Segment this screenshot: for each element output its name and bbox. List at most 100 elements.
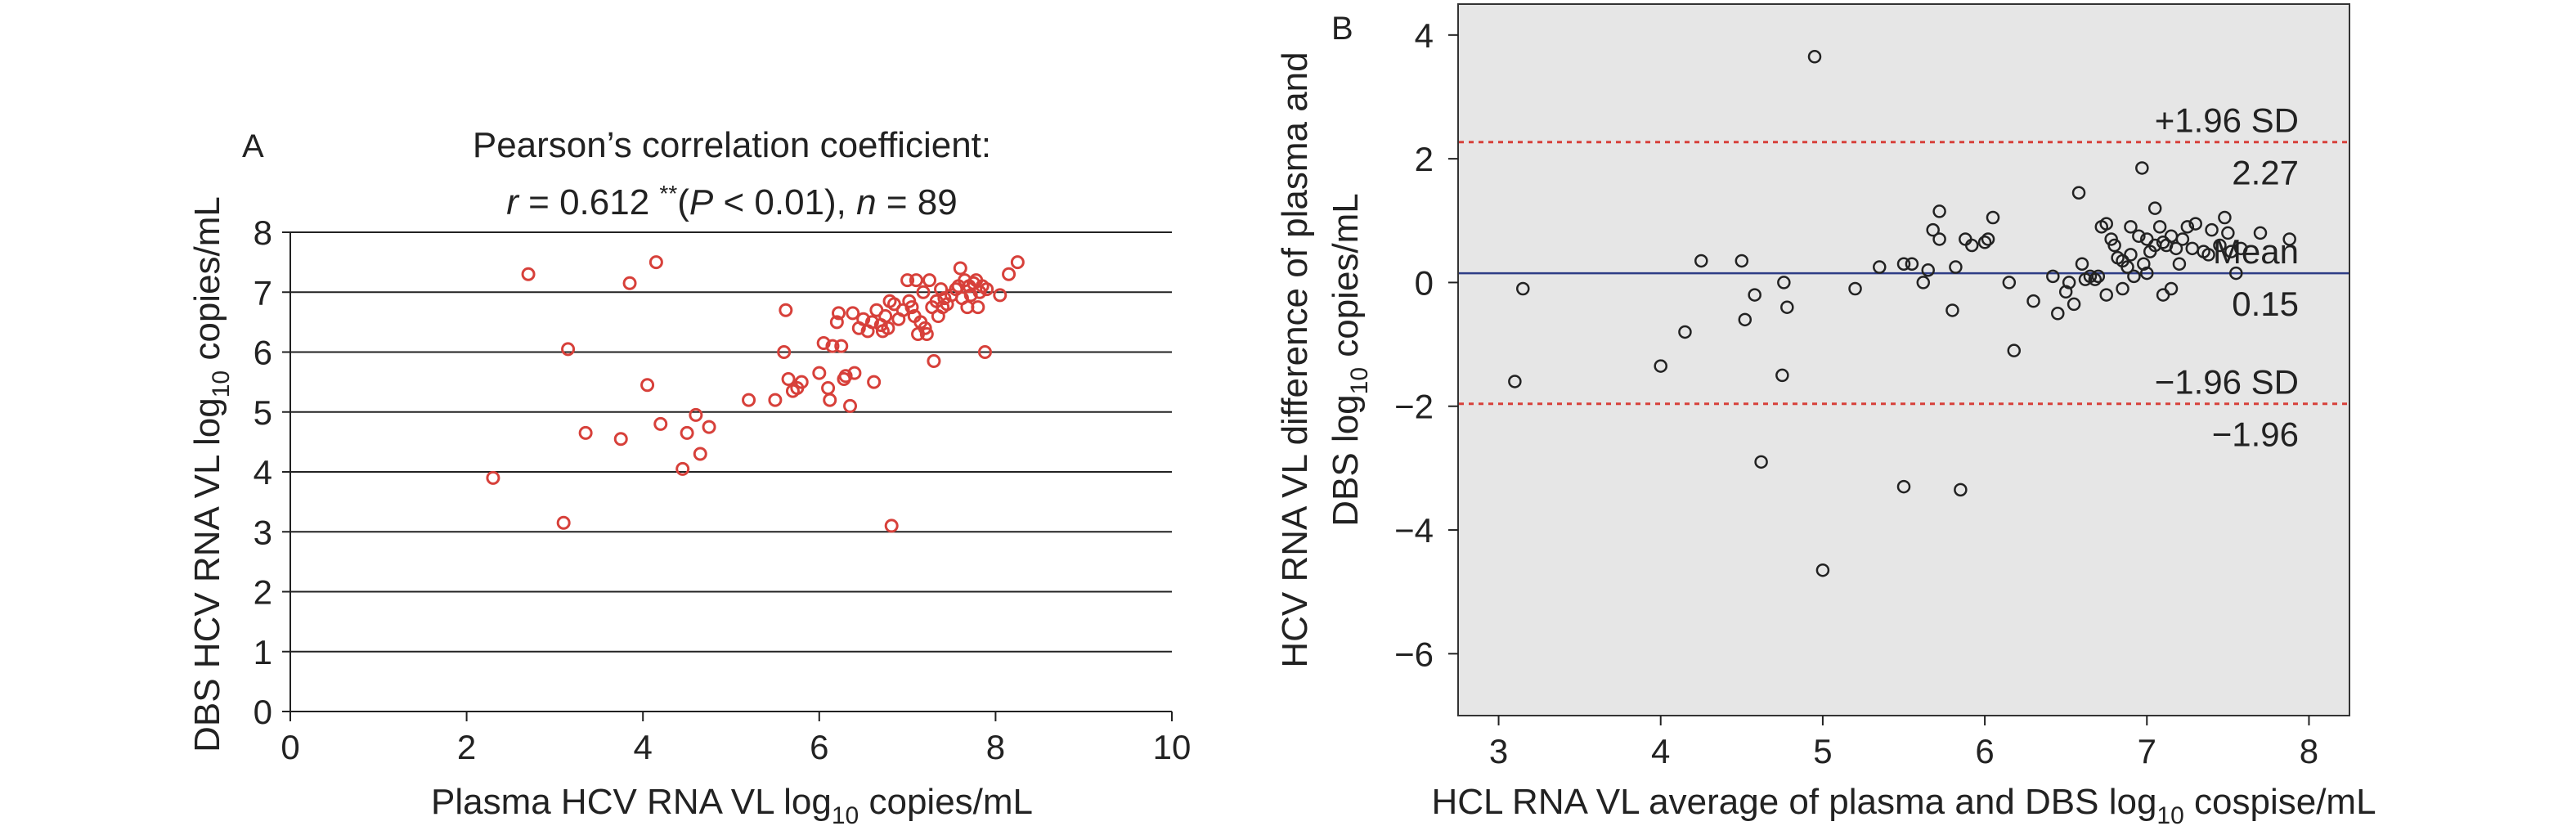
scatter-point bbox=[640, 378, 655, 393]
scatter-point bbox=[1981, 232, 1995, 246]
n-value: = 89 bbox=[877, 182, 958, 222]
scatter-point bbox=[980, 282, 994, 297]
scatter-point bbox=[561, 342, 576, 357]
y-label-tail: copies/mL bbox=[187, 196, 227, 370]
mean-line-value: 0.15 bbox=[2232, 285, 2299, 323]
scatter-point bbox=[1916, 276, 1931, 290]
significance-stars: ** bbox=[659, 181, 677, 206]
scatter-point bbox=[2107, 238, 2121, 253]
scatter-point bbox=[949, 282, 963, 297]
panel-a: A Pearson’s correlation coefficient: r =… bbox=[187, 125, 1191, 829]
scatter-point bbox=[2046, 269, 2060, 284]
x-label-sub: 10 bbox=[832, 802, 859, 829]
y-tick-label: 7 bbox=[254, 273, 272, 312]
panel-b-points bbox=[1508, 50, 2296, 577]
scatter-point bbox=[2071, 186, 2086, 200]
scatter-point bbox=[689, 407, 703, 422]
scatter-point bbox=[622, 276, 637, 290]
scatter-point bbox=[2124, 220, 2138, 234]
panel-a-points bbox=[486, 255, 1025, 533]
scatter-point bbox=[693, 447, 707, 461]
scatter-point bbox=[966, 276, 981, 290]
x-tick-label: 4 bbox=[634, 728, 653, 766]
scatter-point bbox=[1508, 375, 1522, 388]
scatter-point bbox=[2026, 294, 2040, 308]
scatter-point bbox=[2205, 222, 2219, 237]
y-tick-label: 2 bbox=[1415, 140, 1434, 178]
scatter-point bbox=[779, 303, 793, 317]
x-tick-label: 0 bbox=[280, 728, 299, 766]
scatter-point bbox=[2099, 217, 2113, 231]
y-tick-label: −2 bbox=[1394, 388, 1434, 426]
scatter-point bbox=[2127, 269, 2141, 284]
panel-b-line-labels: +1.96 SD 2.27 Mean 0.15 −1.96 SD −1.96 bbox=[2155, 101, 2299, 454]
scatter-point bbox=[2124, 248, 2138, 262]
scatter-point bbox=[2169, 241, 2183, 256]
y-tick-label: 0 bbox=[254, 693, 272, 731]
scatter-point bbox=[578, 425, 593, 440]
scatter-point bbox=[1738, 312, 1752, 327]
scatter-point bbox=[1678, 325, 1692, 339]
scatter-point bbox=[2218, 210, 2232, 225]
scatter-point bbox=[2132, 229, 2146, 243]
scatter-point bbox=[875, 324, 890, 339]
y-tick-label: 2 bbox=[254, 573, 272, 612]
panel-a-letter: A bbox=[242, 128, 264, 164]
scatter-point bbox=[1807, 50, 1822, 64]
panel-a-x-axis-label: Plasma HCV RNA VL log10 copies/mL bbox=[431, 782, 1033, 829]
panel-b-y-axis-label-line1: HCV RNA VL difference of plasma and bbox=[1275, 52, 1315, 667]
scatter-point bbox=[2007, 343, 2022, 357]
scatter-point bbox=[834, 339, 849, 353]
x-label-main: HCL RNA VL average of plasma and DBS log bbox=[1431, 782, 2156, 822]
scatter-point bbox=[846, 306, 860, 321]
scatter-point bbox=[613, 432, 628, 447]
scatter-point bbox=[2120, 260, 2134, 274]
y-tick-label: 0 bbox=[1415, 263, 1434, 302]
scatter-point bbox=[2147, 201, 2162, 215]
lower-line-label: −1.96 SD bbox=[2155, 363, 2299, 402]
scatter-point bbox=[900, 273, 915, 288]
scatter-point bbox=[922, 273, 937, 288]
scatter-point bbox=[843, 398, 858, 413]
x-label-main: Plasma HCV RNA VL log bbox=[431, 782, 832, 822]
scatter-point bbox=[2067, 297, 2081, 312]
r-value: = 0.612 bbox=[518, 182, 659, 222]
scatter-point bbox=[675, 461, 690, 476]
y-tick-label: 6 bbox=[254, 334, 272, 372]
scatter-point bbox=[2197, 245, 2210, 258]
scatter-point bbox=[2172, 257, 2187, 271]
panel-b: B 4 2 0 −2 −4 −6 3 4 5 6 7 8 +1.96 SD 2.27 Mean 0.15 −… bbox=[1275, 3, 2376, 829]
scatter-point bbox=[993, 288, 1008, 303]
scatter-point bbox=[916, 285, 931, 299]
y-label-sub: 10 bbox=[208, 370, 235, 397]
scatter-point bbox=[816, 336, 831, 351]
scatter-point bbox=[977, 345, 992, 359]
x-label-tail: cospise/mL bbox=[2184, 782, 2376, 822]
y-label-sub: 10 bbox=[1346, 367, 1373, 394]
scatter-point bbox=[909, 273, 923, 288]
scatter-point bbox=[1977, 236, 1992, 249]
mean-line-label: Mean bbox=[2213, 232, 2299, 271]
scatter-point bbox=[1848, 281, 1862, 296]
scatter-point bbox=[2051, 307, 2065, 321]
scatter-point bbox=[847, 366, 862, 380]
scatter-point bbox=[821, 380, 836, 395]
scatter-point bbox=[2062, 276, 2076, 290]
scatter-point bbox=[1754, 455, 1768, 469]
y-tick-label: −4 bbox=[1394, 511, 1434, 550]
scatter-point bbox=[2253, 226, 2268, 240]
y-tick-label: 4 bbox=[254, 453, 272, 492]
panel-b-x-ticks: 3 4 5 6 7 8 bbox=[1489, 716, 2318, 770]
y-tick-label: 4 bbox=[1415, 16, 1434, 55]
scatter-point bbox=[1694, 254, 1708, 268]
panel-a-title-line2: r = 0.612 **(P < 0.01), n = 89 bbox=[506, 181, 957, 222]
scatter-point bbox=[556, 515, 571, 530]
scatter-point bbox=[2116, 281, 2129, 296]
panel-a-gridlines bbox=[290, 231, 1172, 653]
lower-line-value: −1.96 bbox=[2212, 415, 2299, 454]
scatter-point bbox=[812, 366, 827, 380]
scatter-point bbox=[653, 416, 668, 431]
scatter-point bbox=[2002, 276, 2017, 290]
y-tick-label: 1 bbox=[254, 633, 272, 671]
